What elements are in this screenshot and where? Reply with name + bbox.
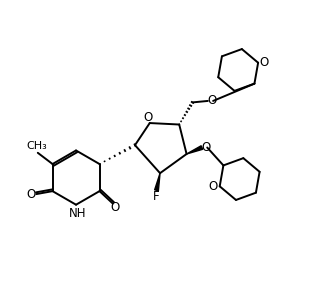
Text: CH₃: CH₃ [27,141,48,151]
Text: O: O [144,111,153,124]
Text: NH: NH [68,207,86,220]
Polygon shape [186,146,203,154]
Text: O: O [111,201,120,214]
Text: O: O [207,95,216,107]
Text: O: O [259,56,269,69]
Text: O: O [201,141,211,154]
Text: F: F [153,190,160,203]
Text: O: O [26,188,36,201]
Text: O: O [209,180,218,193]
Polygon shape [155,173,160,191]
